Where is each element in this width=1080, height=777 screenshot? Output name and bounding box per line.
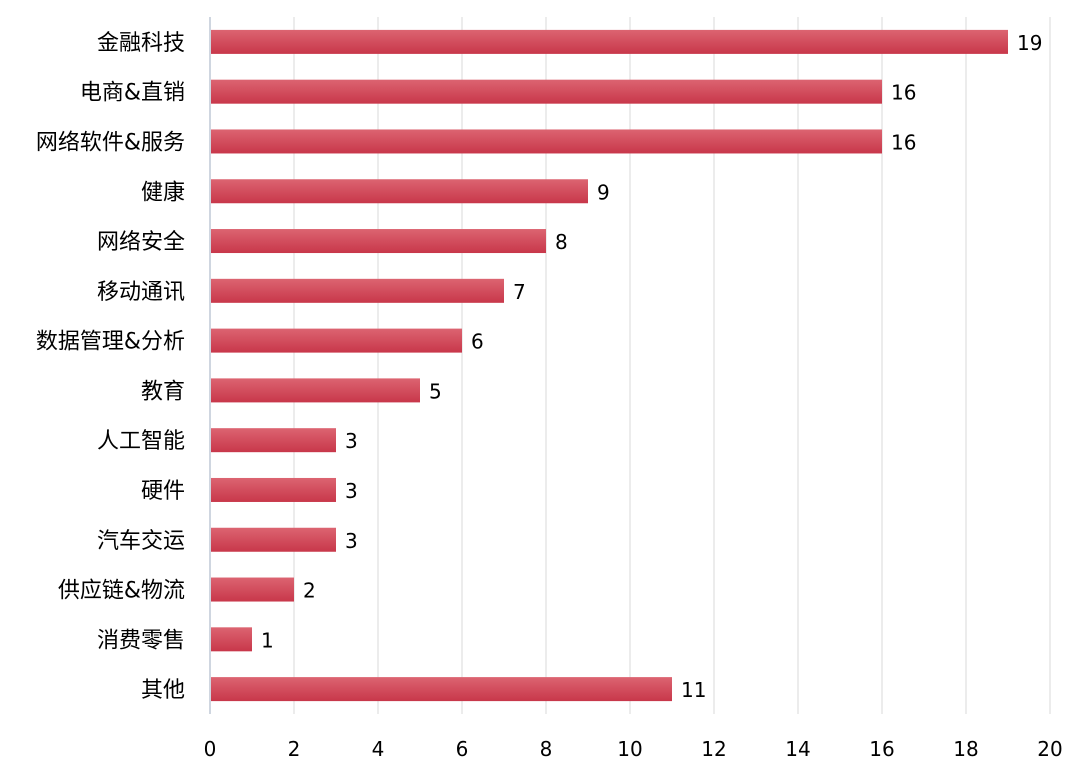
- data-label: 19: [1017, 31, 1042, 55]
- data-label: 5: [429, 379, 442, 403]
- bar: [211, 577, 294, 602]
- x-tick-label: 8: [540, 737, 553, 761]
- category-label: 金融科技: [97, 31, 185, 56]
- category-label: 数据管理&分析: [36, 330, 185, 355]
- category-label: 网络软件&服务: [36, 130, 185, 155]
- data-label: 6: [471, 330, 484, 354]
- category-label: 硬件: [141, 479, 185, 504]
- data-label: 3: [345, 529, 358, 553]
- category-label: 人工智能: [97, 429, 185, 454]
- bar: [211, 129, 882, 154]
- data-label: 11: [681, 678, 706, 702]
- data-label: 16: [891, 130, 916, 154]
- data-label: 7: [513, 280, 526, 304]
- bar: [211, 527, 336, 552]
- category-label: 健康: [141, 180, 185, 205]
- data-label: 9: [597, 180, 610, 204]
- bar: [211, 378, 420, 403]
- x-tick-label: 20: [1037, 737, 1062, 761]
- x-tick-labels: 0 2 4 6 8 10 12 14 16 18 20: [204, 737, 1063, 761]
- x-tick-label: 14: [785, 737, 810, 761]
- bar: [211, 428, 336, 453]
- data-label: 3: [345, 429, 358, 453]
- data-label: 1: [261, 628, 274, 652]
- data-label: 16: [891, 81, 916, 105]
- gridlines: [209, 17, 1051, 714]
- x-tick-label: 18: [953, 737, 978, 761]
- bar: [211, 278, 504, 303]
- category-label: 教育: [141, 379, 185, 404]
- bar: [211, 179, 588, 204]
- bar: [211, 477, 336, 502]
- x-tick-label: 10: [617, 737, 642, 761]
- data-label: 2: [303, 579, 316, 603]
- category-label: 网络安全: [97, 230, 185, 255]
- category-label: 电商&直销: [80, 81, 185, 106]
- x-tick-label: 12: [701, 737, 726, 761]
- bar: [211, 79, 882, 104]
- bar: [211, 29, 1008, 54]
- x-tick-label: 0: [204, 737, 217, 761]
- bar: [211, 328, 462, 353]
- bar: [211, 677, 672, 702]
- category-label: 供应链&物流: [58, 579, 185, 604]
- x-tick-label: 6: [456, 737, 469, 761]
- category-label: 移动通讯: [97, 280, 185, 305]
- category-labels: 金融科技电商&直销网络软件&服务健康网络安全移动通讯数据管理&分析教育人工智能硬…: [36, 31, 185, 703]
- category-label: 其他: [141, 678, 185, 703]
- x-tick-label: 16: [869, 737, 894, 761]
- bar: [211, 229, 546, 254]
- data-label: 3: [345, 479, 358, 503]
- x-tick-label: 2: [288, 737, 301, 761]
- x-tick-label: 4: [372, 737, 385, 761]
- data-label: 8: [555, 230, 568, 254]
- category-label: 消费零售: [97, 628, 185, 653]
- bar: [211, 627, 252, 652]
- category-label: 汽车交运: [97, 529, 185, 554]
